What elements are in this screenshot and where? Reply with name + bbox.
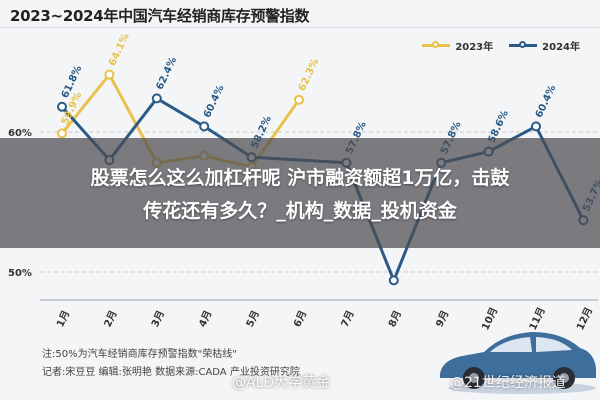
data-label-2023: 62.3% xyxy=(297,57,322,93)
data-point-2024 xyxy=(388,275,399,286)
data-point-2024 xyxy=(531,121,541,132)
y-tick-label: 60% xyxy=(8,128,32,139)
footer-note: 注:50%为汽车经销商库存预警指数"荣枯线" xyxy=(42,349,237,360)
legend-item-2023: 2023年 xyxy=(422,38,493,53)
footer-notes: 注:50%为汽车经销商库存预警指数"荣枯线" 记者:宋豆豆 编辑:张明艳 数据来… xyxy=(42,346,300,382)
legend-label-2023: 2023年 xyxy=(455,42,494,53)
x-tick-label: 5月 xyxy=(244,309,262,329)
chart-legend: 2023年 2024年 xyxy=(422,38,580,53)
data-point-2024 xyxy=(151,93,162,104)
grid-layer xyxy=(40,131,598,273)
data-point-2023 xyxy=(104,69,115,80)
y-tick-label: 50% xyxy=(8,268,32,279)
legend-label-2024: 2024年 xyxy=(542,42,580,53)
headline-overlay xyxy=(0,138,600,248)
legend-swatch-2023 xyxy=(422,41,451,48)
title-divider xyxy=(0,27,600,28)
x-tick-label: 7月 xyxy=(339,309,357,329)
x-tick-label: 1月 xyxy=(54,309,72,329)
car-illustration xyxy=(440,332,596,394)
x-tick-label: 6月 xyxy=(291,309,309,329)
x-tick-label: 8月 xyxy=(386,309,404,329)
watermark-right: @21世纪经济报道 xyxy=(450,375,566,391)
legend-swatch-2024 xyxy=(509,41,538,48)
data-point-2024 xyxy=(57,101,67,112)
headline-line-1: 股票怎么这么加杠杆呢 沪市融资额超1万亿，击鼓 xyxy=(90,167,510,189)
data-point-2023 xyxy=(57,128,67,139)
data-label-2023: 64.1% xyxy=(107,32,132,68)
watermark-left: @ALD大学黄金 xyxy=(232,375,331,391)
data-label-2024: 60.4% xyxy=(534,84,559,120)
data-point-2023 xyxy=(294,94,304,105)
data-point-2024 xyxy=(199,121,210,132)
headline-line-2: 传花还有多久？_机构_数据_投机资金 xyxy=(143,200,457,222)
chart-title: 2023~2024年中国汽车经销商库存预警指数 xyxy=(10,7,310,25)
x-tick-label: 4月 xyxy=(196,309,214,329)
headline-text[interactable]: 股票怎么这么加杠杆呢 沪市融资额超1万亿，击鼓 传花还有多久？_机构_数据_投机… xyxy=(0,162,600,228)
x-tick-label: 3月 xyxy=(149,309,167,329)
data-label-2024: 62.4% xyxy=(155,56,180,92)
footer-credits: 记者:宋豆豆 编辑:张明艳 数据来源:CADA 产业投资研究院 xyxy=(42,367,300,378)
x-tick-label: 2月 xyxy=(102,309,120,329)
data-label-2024: 60.4% xyxy=(202,84,227,120)
legend-item-2024: 2024年 xyxy=(509,38,580,53)
